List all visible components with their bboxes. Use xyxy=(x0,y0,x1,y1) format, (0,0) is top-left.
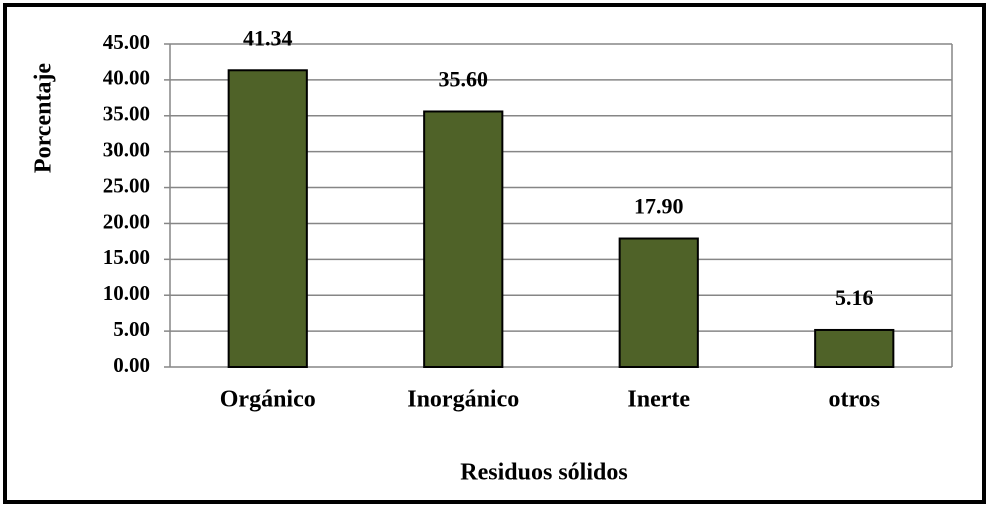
bar xyxy=(227,69,308,369)
bar xyxy=(423,110,504,368)
x-tick-label: Inerte xyxy=(627,387,690,413)
y-tick-label: 20.00 xyxy=(103,209,150,233)
y-tick-label: 10.00 xyxy=(103,281,150,305)
x-tick-label: Inorgánico xyxy=(407,387,519,413)
y-axis-label: Porcentaje xyxy=(31,63,57,174)
y-tick-label: 40.00 xyxy=(103,66,150,90)
y-tick-label: 0.00 xyxy=(113,353,150,377)
bar xyxy=(618,237,699,368)
y-tick-label: 15.00 xyxy=(103,245,150,269)
data-label: 5.16 xyxy=(835,285,874,310)
data-label: 17.90 xyxy=(634,194,684,219)
bar xyxy=(814,328,895,369)
y-tick-label: 25.00 xyxy=(103,173,150,197)
y-tick-label: 30.00 xyxy=(103,137,150,161)
data-label: 35.60 xyxy=(439,67,489,92)
x-tick-label: Orgánico xyxy=(220,387,316,413)
data-label: 41.34 xyxy=(243,25,293,50)
y-tick-label: 35.00 xyxy=(103,102,150,126)
y-tick-label: 5.00 xyxy=(113,317,150,341)
x-axis-label: Residuos sólidos xyxy=(460,460,627,486)
y-tick-label: 45.00 xyxy=(103,30,150,54)
x-tick-label: otros xyxy=(828,387,880,413)
